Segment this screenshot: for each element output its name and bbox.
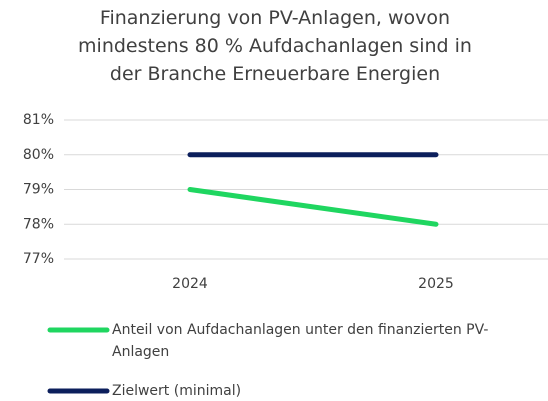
legend-label: Zielwert (minimal)	[112, 383, 242, 399]
x-tick-label: 2025	[418, 276, 454, 292]
y-tick-label: 80%	[23, 147, 54, 163]
y-tick-label: 81%	[23, 112, 54, 128]
x-tick-label: 2024	[172, 276, 208, 292]
line	[187, 187, 439, 227]
y-tick-label: 77%	[23, 251, 54, 267]
y-tick-label: 79%	[23, 182, 54, 198]
y-tick-label: 78%	[23, 216, 54, 232]
legend-label: Anteil von Aufdachanlagen unter den fina…	[112, 322, 489, 360]
chart-title: Finanzierung von PV-Anlagen, wovon minde…	[78, 7, 472, 85]
